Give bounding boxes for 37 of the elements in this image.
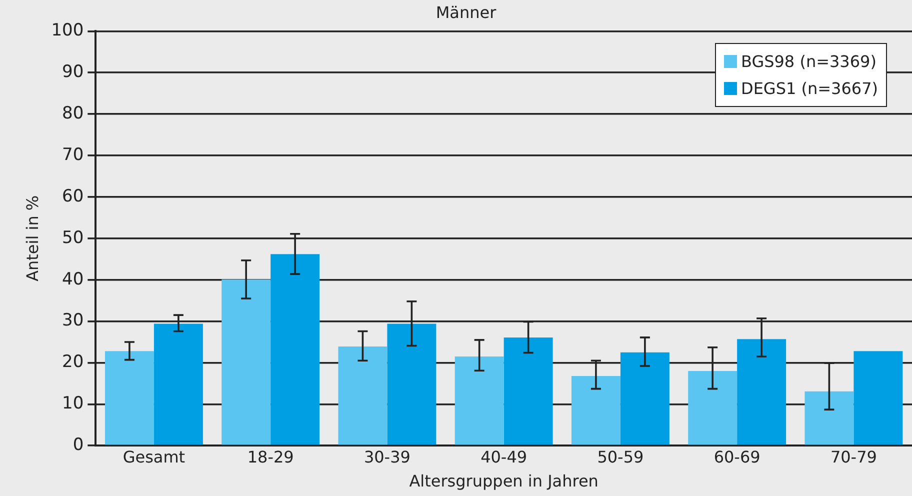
y-tick-label: 30: [62, 310, 84, 331]
y-tick-label: 80: [62, 104, 84, 124]
x-tick-label: Gesamt: [122, 447, 186, 466]
bar: [571, 376, 620, 445]
y-tick-label: 10: [62, 394, 84, 414]
y-tick-label: 100: [51, 20, 84, 41]
bar: [804, 391, 854, 445]
x-tick-label: 30-39: [364, 447, 410, 466]
y-axis-title: Anteil in %: [22, 195, 42, 282]
x-tick-label: 50-59: [597, 447, 644, 466]
bar: [270, 254, 320, 445]
legend-label: BGS98 (n=3369): [741, 51, 876, 74]
bar: [104, 351, 154, 445]
bar: [504, 337, 553, 445]
y-tick-label: 90: [62, 62, 84, 82]
legend-label: DEGS1 (n=3667): [741, 78, 878, 100]
bar: [387, 324, 436, 445]
bar: [620, 352, 670, 445]
bar: [688, 371, 738, 445]
y-tick-label: 70: [62, 144, 84, 165]
y-tick-label: 40: [62, 269, 84, 290]
y-tick-label: 0: [72, 435, 84, 456]
bar: [338, 346, 388, 445]
x-tick-label: 70-79: [830, 447, 877, 466]
y-tick-label: 20: [62, 352, 84, 372]
bar: [854, 351, 903, 445]
x-tick-label: 60-69: [714, 447, 760, 466]
bar: [154, 324, 203, 445]
bar: [454, 356, 504, 445]
y-tick-label: 50: [62, 228, 84, 248]
x-tick-label: 18-29: [247, 447, 294, 466]
y-tick-label: 60: [62, 186, 84, 206]
x-tick-label: 40-49: [480, 447, 528, 466]
chart-title: Männer: [436, 2, 497, 22]
x-axis-title: Altersgruppen in Jahren: [409, 472, 598, 491]
bar: [737, 339, 786, 445]
bar: [222, 279, 271, 445]
